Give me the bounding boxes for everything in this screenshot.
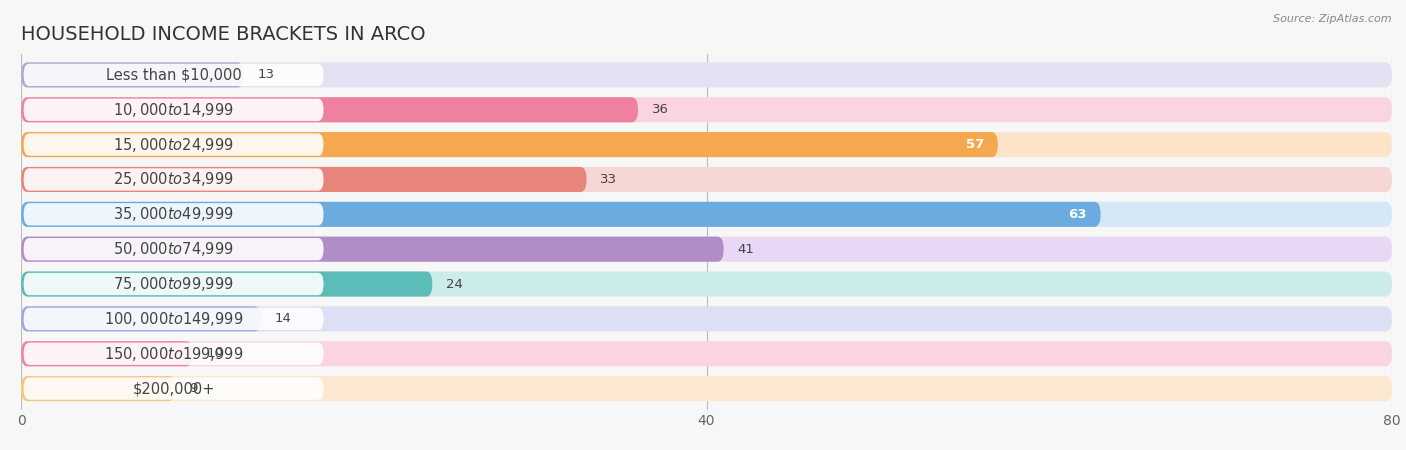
Text: 36: 36 <box>652 103 669 116</box>
Text: $50,000 to $74,999: $50,000 to $74,999 <box>114 240 233 258</box>
FancyBboxPatch shape <box>21 202 1392 227</box>
Text: HOUSEHOLD INCOME BRACKETS IN ARCO: HOUSEHOLD INCOME BRACKETS IN ARCO <box>21 25 426 44</box>
FancyBboxPatch shape <box>21 167 1392 192</box>
FancyBboxPatch shape <box>21 167 586 192</box>
FancyBboxPatch shape <box>21 376 1392 401</box>
FancyBboxPatch shape <box>21 341 193 366</box>
Text: $15,000 to $24,999: $15,000 to $24,999 <box>114 135 233 153</box>
Text: $100,000 to $149,999: $100,000 to $149,999 <box>104 310 243 328</box>
Text: $25,000 to $34,999: $25,000 to $34,999 <box>114 171 233 189</box>
FancyBboxPatch shape <box>24 168 323 191</box>
FancyBboxPatch shape <box>24 238 323 261</box>
Text: $200,000+: $200,000+ <box>132 381 215 396</box>
FancyBboxPatch shape <box>21 97 638 122</box>
Text: Less than $10,000: Less than $10,000 <box>105 68 242 82</box>
FancyBboxPatch shape <box>21 202 1101 227</box>
Text: $75,000 to $99,999: $75,000 to $99,999 <box>114 275 233 293</box>
FancyBboxPatch shape <box>21 63 243 87</box>
FancyBboxPatch shape <box>21 132 998 157</box>
Text: 10: 10 <box>207 347 224 360</box>
FancyBboxPatch shape <box>21 306 1392 332</box>
Text: 9: 9 <box>188 382 197 395</box>
FancyBboxPatch shape <box>24 134 323 156</box>
FancyBboxPatch shape <box>21 63 1392 87</box>
FancyBboxPatch shape <box>24 342 323 365</box>
FancyBboxPatch shape <box>24 273 323 295</box>
FancyBboxPatch shape <box>24 308 323 330</box>
Text: 63: 63 <box>1069 208 1087 221</box>
FancyBboxPatch shape <box>21 132 1392 157</box>
Text: 13: 13 <box>257 68 274 81</box>
FancyBboxPatch shape <box>21 306 262 332</box>
Text: $150,000 to $199,999: $150,000 to $199,999 <box>104 345 243 363</box>
FancyBboxPatch shape <box>21 376 176 401</box>
FancyBboxPatch shape <box>21 341 1392 366</box>
Text: $35,000 to $49,999: $35,000 to $49,999 <box>114 205 233 223</box>
FancyBboxPatch shape <box>21 97 1392 122</box>
Text: 41: 41 <box>737 243 754 256</box>
FancyBboxPatch shape <box>21 237 1392 262</box>
FancyBboxPatch shape <box>24 203 323 225</box>
FancyBboxPatch shape <box>21 237 724 262</box>
FancyBboxPatch shape <box>24 378 323 400</box>
Text: 24: 24 <box>446 278 463 291</box>
FancyBboxPatch shape <box>24 99 323 121</box>
Text: 14: 14 <box>274 312 291 325</box>
Text: $10,000 to $14,999: $10,000 to $14,999 <box>114 101 233 119</box>
Text: 57: 57 <box>966 138 984 151</box>
Text: 33: 33 <box>600 173 617 186</box>
FancyBboxPatch shape <box>21 271 433 297</box>
Text: Source: ZipAtlas.com: Source: ZipAtlas.com <box>1274 14 1392 23</box>
FancyBboxPatch shape <box>24 64 323 86</box>
FancyBboxPatch shape <box>21 271 1392 297</box>
